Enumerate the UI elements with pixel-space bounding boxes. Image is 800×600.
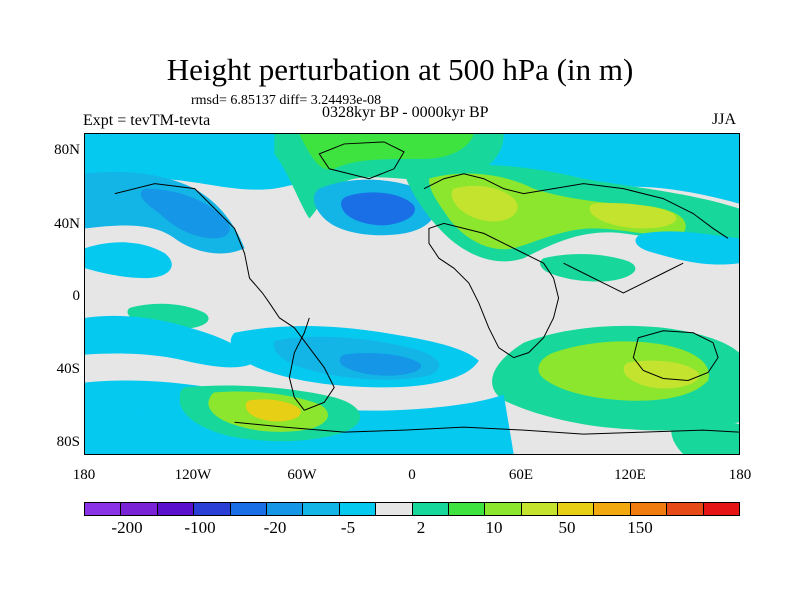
contour-tropical-band — [540, 253, 636, 282]
colorbar-label: -100 — [184, 518, 216, 537]
colorbar-label: -5 — [340, 518, 356, 537]
colorbar-box — [667, 503, 704, 515]
lat-label-40s: 40S — [56, 361, 80, 377]
period-label: 0328kyr BP - 0000kyr BP — [322, 104, 489, 121]
season-label: JJA — [712, 111, 737, 128]
contour-south-indian-far-green — [671, 419, 739, 454]
lon-label-120e: 120E — [614, 467, 646, 483]
coastline-south-america-west — [288, 317, 310, 411]
colorbar-label: 150 — [627, 518, 653, 537]
lon-label-60e: 60E — [508, 467, 534, 483]
coastline-greenland — [318, 141, 405, 180]
colorbar-box — [194, 503, 231, 515]
contour-east-pacific-blue — [85, 242, 172, 279]
colorbar-box — [376, 503, 413, 515]
colorbar-label: 50 — [558, 518, 576, 537]
colorbar-box — [157, 503, 195, 515]
experiment-label: Expt = tevTM-tevta — [83, 112, 211, 129]
contour-south-pacific-blue — [85, 315, 255, 368]
contour-europe-yellow — [451, 185, 518, 222]
colorbar-box — [230, 503, 267, 515]
colorbar-box — [485, 503, 522, 515]
colorbar-box — [121, 503, 158, 515]
coastline-antarctica — [234, 421, 739, 435]
contour-australia-yellow — [623, 360, 700, 389]
colorbar-box — [266, 503, 304, 515]
lat-label-0: 0 — [72, 288, 81, 304]
colorbar-label: -20 — [263, 518, 287, 537]
colorbar-box — [85, 503, 122, 515]
colorbar-label: 10 — [485, 518, 503, 537]
colorbar-box — [339, 503, 377, 515]
coastline-americas — [114, 183, 335, 411]
coastline-eurasia-north — [423, 173, 729, 239]
lon-label-60w: 60W — [287, 467, 317, 483]
lat-label-80n: 80N — [54, 142, 80, 158]
coastline-south-asia — [563, 262, 684, 294]
coastline-australia — [632, 330, 719, 381]
colorbar-box — [521, 503, 559, 515]
contour-pacific-blue — [635, 231, 739, 265]
colorbar — [84, 502, 740, 516]
coastline-africa — [428, 222, 560, 359]
contour-north-america-core — [140, 188, 230, 239]
colorbar-label: 2 — [416, 518, 426, 537]
colorbar-box — [703, 503, 740, 515]
coastlines — [114, 141, 739, 435]
lon-label-180e: 180 — [728, 467, 752, 483]
lon-label-180w: 180 — [72, 467, 96, 483]
lat-label-40n: 40N — [54, 216, 80, 232]
lon-label-120w: 120W — [174, 467, 212, 483]
rmsd-diff-text: rmsd= 6.85137 diff= 3.24493e-08 — [191, 93, 382, 108]
lon-label-0: 0 — [408, 467, 416, 483]
colorbar-box — [594, 503, 631, 515]
colorbar-label: -200 — [111, 518, 143, 537]
contour-south-pacific-far-blue — [85, 386, 144, 425]
plot-title: Height perturbation at 500 hPa (in m) — [166, 52, 634, 87]
contour-greenland-core — [299, 134, 474, 170]
colorbar-box — [558, 503, 595, 515]
colorbar-box — [630, 503, 668, 515]
contour-north-atlantic-core — [341, 192, 415, 226]
height-perturbation-map — [85, 134, 739, 454]
colorbar-box — [303, 503, 340, 515]
lat-label-80s: 80S — [56, 434, 80, 450]
colorbar-box — [448, 503, 486, 515]
contour-south-atlantic-deep — [339, 353, 421, 376]
contour-asia-yellow — [589, 203, 677, 229]
map-panel — [84, 133, 740, 455]
contour-antarctic-yellow — [245, 399, 301, 422]
colorbar-box — [412, 503, 449, 515]
